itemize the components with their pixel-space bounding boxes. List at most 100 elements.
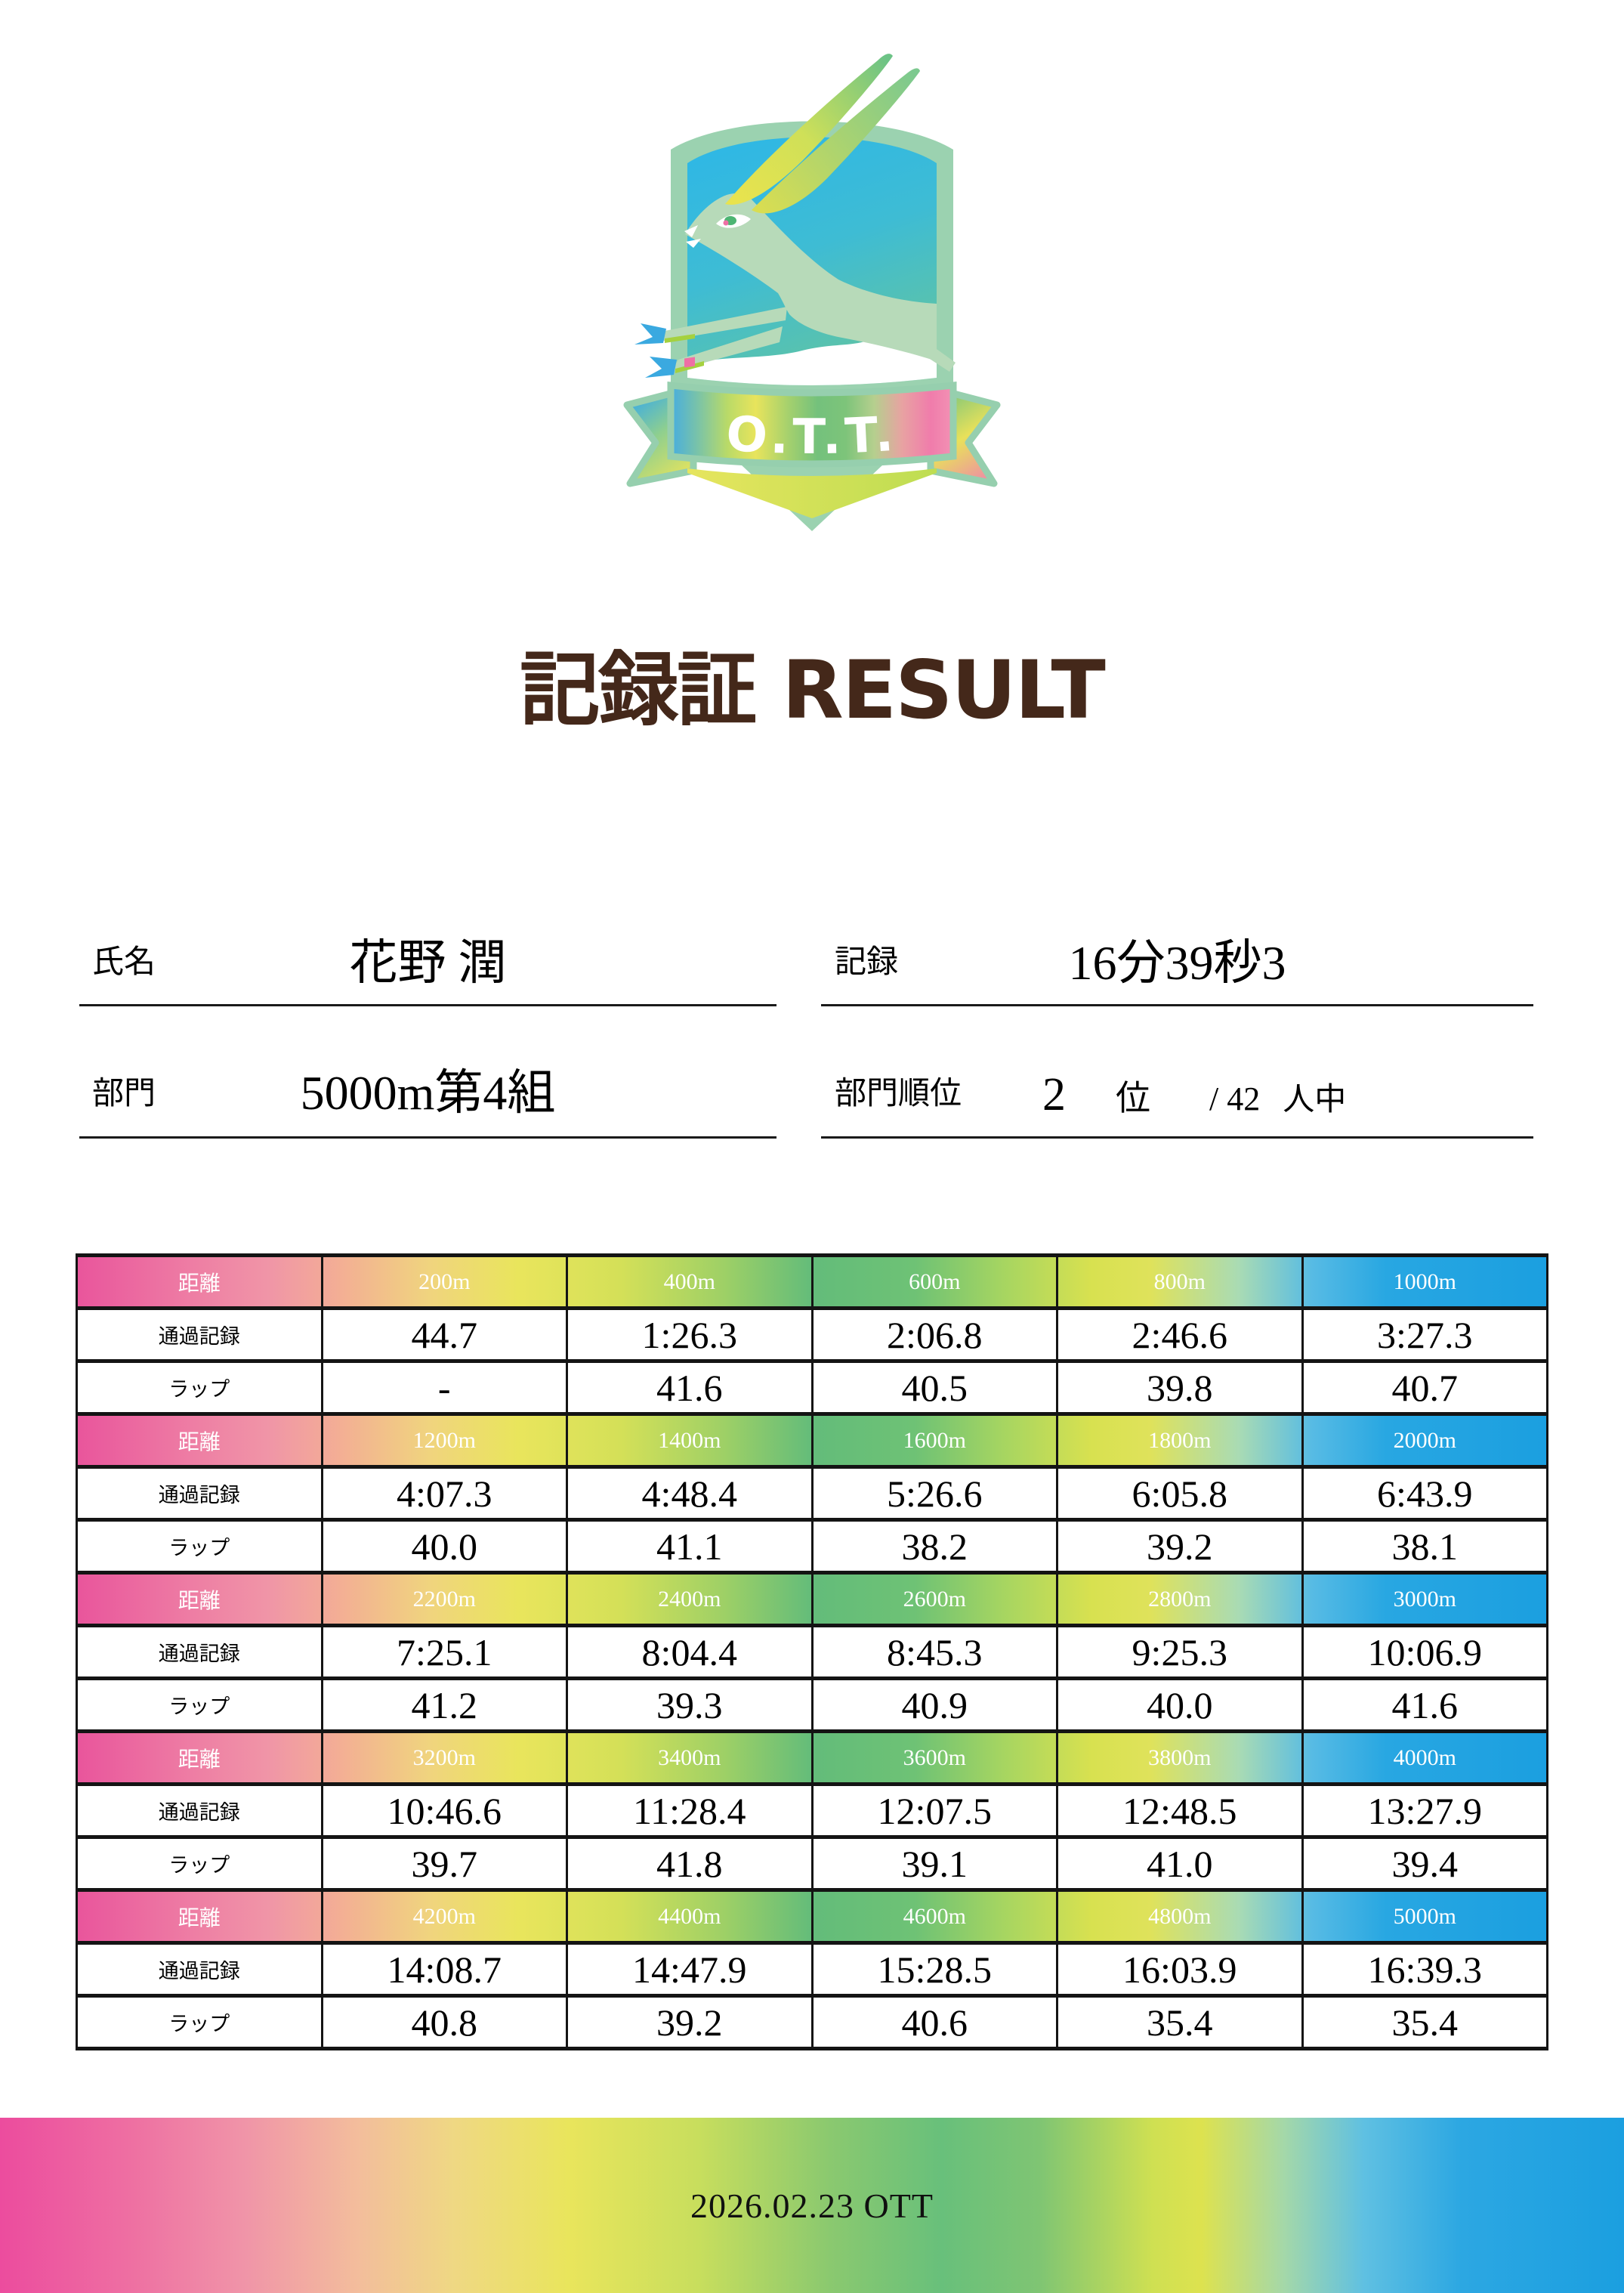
split-cell: 14:47.9 xyxy=(566,1941,814,1998)
name-label: 氏名 xyxy=(92,945,156,980)
distance-cell: 1600m xyxy=(810,1412,1058,1469)
banner-text-content: O.T.T. xyxy=(724,406,895,465)
row-label-split: 通過記録 xyxy=(76,1465,323,1522)
split-cell: 6:05.8 xyxy=(1056,1465,1304,1522)
split-cell: 1:26.3 xyxy=(566,1306,814,1363)
footer-band: 2026.02.23 OTT xyxy=(0,2118,1624,2293)
rank-number: 2 xyxy=(1042,1069,1066,1120)
distance-header-row: 距離 3200m 3400m 3600m 3800m 4000m xyxy=(76,1729,1548,1786)
distance-cell: 200m xyxy=(320,1253,568,1310)
distance-cell: 1000m xyxy=(1301,1253,1548,1310)
split-cell: 2:06.8 xyxy=(810,1306,1058,1363)
row-label-lap: ラップ xyxy=(76,1994,323,2050)
lap-cell: 40.0 xyxy=(1056,1676,1304,1733)
lap-cell: 39.8 xyxy=(1056,1359,1304,1416)
distance-cell: 600m xyxy=(810,1253,1058,1310)
distance-cell: 1200m xyxy=(320,1412,568,1469)
banner-text: O.T.T. xyxy=(724,406,900,465)
page-title: 記録証 RESULT xyxy=(520,644,1106,737)
distance-cell: 4000m xyxy=(1301,1729,1548,1786)
lap-time-row: ラップ 41.2 39.3 40.9 40.0 41.6 xyxy=(76,1676,1548,1733)
distance-cell: 5000m xyxy=(1301,1888,1548,1945)
division-value: 5000m第4組 xyxy=(300,1066,556,1120)
split-cell: 9:25.3 xyxy=(1056,1624,1304,1680)
split-time-row: 通過記録 4:07.3 4:48.4 5:26.6 6:05.8 6:43.9 xyxy=(76,1465,1548,1522)
row-label-distance: 距離 xyxy=(76,1571,323,1627)
split-cell: 7:25.1 xyxy=(320,1624,568,1680)
distance-header-row: 距離 1200m 1400m 1600m 1800m 2000m xyxy=(76,1412,1548,1469)
hoof-stripe xyxy=(665,334,695,343)
gazelle-front-leg-upper xyxy=(660,307,787,341)
distance-header-row: 距離 2200m 2400m 2600m 2800m 3000m xyxy=(76,1571,1548,1627)
split-cell: 3:27.3 xyxy=(1301,1306,1548,1363)
distance-cell: 2400m xyxy=(566,1571,814,1627)
shield-bottom xyxy=(687,468,937,518)
distance-cell: 1800m xyxy=(1056,1412,1304,1469)
gazelle-horn-front xyxy=(725,54,893,205)
row-label-lap: ラップ xyxy=(76,1835,323,1892)
gazelle-muzzle-mark xyxy=(686,239,701,248)
lap-cell: 40.0 xyxy=(320,1518,568,1575)
distance-cell: 3400m xyxy=(566,1729,814,1786)
division-underline xyxy=(79,1136,776,1139)
split-cell: 12:48.5 xyxy=(1056,1782,1304,1839)
hoof-icon xyxy=(645,357,677,378)
gazelle-front-leg-lower xyxy=(671,326,783,372)
lap-cell: 35.4 xyxy=(1301,1994,1548,2050)
split-cell: 12:07.5 xyxy=(810,1782,1058,1839)
distance-cell: 2000m xyxy=(1301,1412,1548,1469)
rank-of-total: / 42 xyxy=(1209,1080,1261,1117)
lap-cell: 41.0 xyxy=(1056,1835,1304,1892)
lap-cell: 39.2 xyxy=(1056,1518,1304,1575)
split-time-row: 通過記録 10:46.6 11:28.4 12:07.5 12:48.5 13:27.9 xyxy=(76,1782,1548,1839)
distance-cell: 4400m xyxy=(566,1888,814,1945)
lap-cell: 41.8 xyxy=(566,1835,814,1892)
lap-cell: 40.9 xyxy=(810,1676,1058,1733)
banner-band xyxy=(667,381,957,468)
gazelle-iris-accent xyxy=(723,220,729,226)
record-value: 16分39秒3 xyxy=(1068,936,1286,990)
distance-cell: 4200m xyxy=(320,1888,568,1945)
rank-value-row: 2 位 / 42 人中 xyxy=(1042,1071,1346,1118)
distance-header-row: 距離 200m 400m 600m 800m 1000m xyxy=(76,1253,1548,1310)
lap-cell: 41.6 xyxy=(566,1359,814,1416)
split-cell: 8:45.3 xyxy=(810,1624,1058,1680)
split-cell: 8:04.4 xyxy=(566,1624,814,1680)
ott-logo: O.T.T. xyxy=(612,44,1012,542)
split-time-row: 通過記録 44.7 1:26.3 2:06.8 2:46.6 3:27.3 xyxy=(76,1306,1548,1363)
split-cell: 10:46.6 xyxy=(320,1782,568,1839)
distance-header-row: 距離 4200m 4400m 4600m 4800m 5000m xyxy=(76,1888,1548,1945)
gazelle-muzzle-mark xyxy=(684,225,698,237)
distance-cell: 1400m xyxy=(566,1412,814,1469)
lap-cell: 41.1 xyxy=(566,1518,814,1575)
lap-cell: 39.3 xyxy=(566,1676,814,1733)
row-label-distance: 距離 xyxy=(76,1253,323,1310)
split-cell: 16:39.3 xyxy=(1301,1941,1548,1998)
distance-cell: 2800m xyxy=(1056,1571,1304,1627)
lap-cell: - xyxy=(320,1359,568,1416)
split-cell: 15:28.5 xyxy=(810,1941,1058,1998)
distance-cell: 4600m xyxy=(810,1888,1058,1945)
record-underline xyxy=(821,1004,1533,1006)
splits-table-body: 距離 200m 400m 600m 800m 1000m 通過記録 44.7 1:26.3 2:0… xyxy=(76,1253,1548,2050)
split-cell: 13:27.9 xyxy=(1301,1782,1548,1839)
rank-underline xyxy=(821,1136,1533,1139)
distance-cell: 800m xyxy=(1056,1253,1304,1310)
row-label-distance: 距離 xyxy=(76,1412,323,1469)
lap-cell: 39.4 xyxy=(1301,1835,1548,1892)
lap-cell: 40.6 xyxy=(810,1994,1058,2050)
lap-time-row: ラップ 40.0 41.1 38.2 39.2 38.1 xyxy=(76,1518,1548,1575)
lap-cell: 41.2 xyxy=(320,1676,568,1733)
lap-cell: 40.8 xyxy=(320,1994,568,2050)
division-label: 部門 xyxy=(92,1077,156,1111)
lap-cell: 38.2 xyxy=(810,1518,1058,1575)
split-cell: 5:26.6 xyxy=(810,1465,1058,1522)
row-label-distance: 距離 xyxy=(76,1888,323,1945)
name-value: 花野 潤 xyxy=(349,936,507,990)
distance-cell: 3200m xyxy=(320,1729,568,1786)
distance-cell: 3000m xyxy=(1301,1571,1548,1627)
distance-cell: 2600m xyxy=(810,1571,1058,1627)
lap-cell: 39.1 xyxy=(810,1835,1058,1892)
split-cell: 16:03.9 xyxy=(1056,1941,1304,1998)
